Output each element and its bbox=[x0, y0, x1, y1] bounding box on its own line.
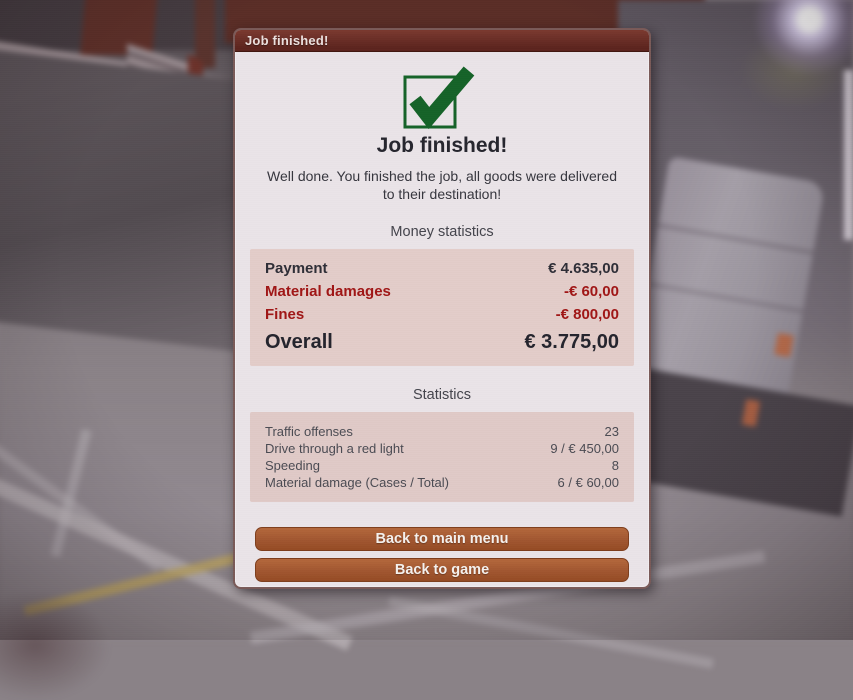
dialog-buttons: Back to main menu Back to game bbox=[250, 527, 634, 583]
stats-row-value: 23 bbox=[604, 424, 619, 440]
stats-row-label: Drive through a red light bbox=[265, 441, 404, 457]
back-to-main-menu-button[interactable]: Back to main menu bbox=[255, 527, 629, 552]
money-row-material-damages: Material damages -€ 60,00 bbox=[265, 280, 619, 303]
statistics-table: Traffic offenses 23 Drive through a red … bbox=[250, 412, 634, 503]
dialog-body: Job finished! Well done. You finished th… bbox=[235, 52, 649, 592]
stats-row-speeding: Speeding 8 bbox=[265, 457, 619, 474]
job-finished-heading: Job finished! bbox=[376, 134, 508, 157]
completion-message: Well done. You finished the job, all goo… bbox=[267, 168, 617, 203]
screen-edge-highlight bbox=[844, 70, 853, 240]
red-wall-column bbox=[195, 0, 215, 68]
dialog-titlebar: Job finished! bbox=[235, 30, 649, 52]
light-glare bbox=[752, 0, 853, 77]
money-statistics-table: Payment € 4.635,00 Material damages -€ 6… bbox=[250, 249, 634, 367]
checkmark-icon bbox=[401, 65, 483, 131]
money-row-value: € 3.775,00 bbox=[524, 331, 619, 354]
stats-row-label: Material damage (Cases / Total) bbox=[265, 475, 450, 491]
money-row-value: € 4.635,00 bbox=[548, 260, 619, 278]
money-row-label: Overall bbox=[265, 331, 333, 354]
job-finished-dialog: Job finished! Job finished! Well done. Y… bbox=[233, 28, 651, 589]
stats-row-value: 8 bbox=[611, 458, 619, 474]
stats-row-value: 6 / € 60,00 bbox=[557, 475, 619, 491]
stats-row-label: Speeding bbox=[265, 458, 320, 474]
money-row-label: Fines bbox=[265, 306, 305, 324]
money-statistics-label: Money statistics bbox=[390, 224, 494, 241]
stats-row-red-light: Drive through a red light 9 / € 450,00 bbox=[265, 440, 619, 457]
statistics-label: Statistics bbox=[412, 387, 471, 404]
stats-row-label: Traffic offenses bbox=[265, 424, 353, 440]
money-row-overall: Overall € 3.775,00 bbox=[265, 326, 619, 358]
dialog-title: Job finished! bbox=[245, 33, 329, 48]
stats-row-traffic-offenses: Traffic offenses 23 bbox=[265, 423, 619, 440]
back-to-game-button[interactable]: Back to game bbox=[255, 558, 629, 583]
money-row-value: -€ 800,00 bbox=[555, 306, 619, 324]
money-row-payment: Payment € 4.635,00 bbox=[265, 257, 619, 280]
stats-row-value: 9 / € 450,00 bbox=[550, 441, 619, 457]
stats-row-material-damage: Material damage (Cases / Total) 6 / € 60… bbox=[265, 474, 619, 491]
money-row-value: -€ 60,00 bbox=[563, 283, 619, 301]
money-row-label: Material damages bbox=[265, 283, 391, 301]
money-row-fines: Fines -€ 800,00 bbox=[265, 303, 619, 326]
money-row-label: Payment bbox=[265, 260, 328, 278]
